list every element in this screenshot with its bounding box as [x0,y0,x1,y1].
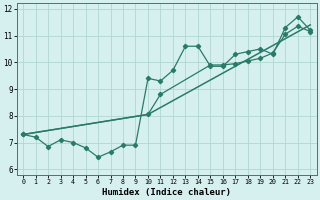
X-axis label: Humidex (Indice chaleur): Humidex (Indice chaleur) [102,188,231,197]
